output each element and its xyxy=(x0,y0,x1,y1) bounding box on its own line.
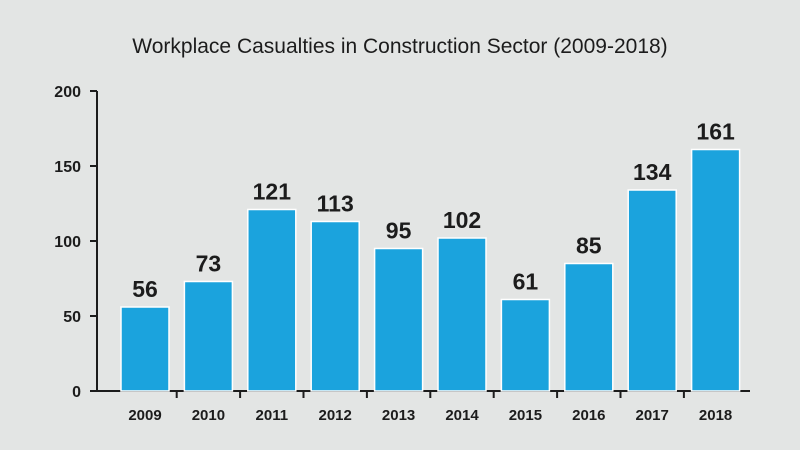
bar xyxy=(373,247,424,392)
x-tick-label: 2013 xyxy=(382,407,415,424)
x-tick-label: 2017 xyxy=(636,407,669,424)
data-label: 73 xyxy=(196,251,222,277)
data-label: 121 xyxy=(253,179,292,205)
y-tick-label: 50 xyxy=(63,309,81,326)
bar xyxy=(627,189,677,392)
chart-title: Workplace Casualties in Construction Sec… xyxy=(132,35,667,58)
bar xyxy=(690,148,741,392)
x-tick-label: 2009 xyxy=(128,407,161,424)
bar xyxy=(247,208,297,392)
data-label: 102 xyxy=(443,207,481,233)
x-tick-label: 2015 xyxy=(509,407,542,424)
bar xyxy=(564,262,614,392)
data-labels: 56 73 121 113 95 102 61 85 134 161 xyxy=(132,119,735,303)
y-tick-label: 150 xyxy=(54,159,81,176)
data-label: 134 xyxy=(633,159,672,185)
data-label: 56 xyxy=(132,276,158,302)
data-label: 161 xyxy=(696,119,735,145)
x-tick-label: 2012 xyxy=(319,407,352,424)
x-tick-label: 2014 xyxy=(445,407,479,424)
data-label: 113 xyxy=(317,191,354,217)
data-label: 95 xyxy=(386,218,412,244)
x-tick-label: 2010 xyxy=(192,407,225,424)
x-tick-label: 2011 xyxy=(256,407,289,424)
data-label: 61 xyxy=(513,269,539,295)
y-tick-label: 0 xyxy=(72,384,81,401)
x-tick-label: 2016 xyxy=(572,407,605,424)
bar xyxy=(437,237,487,392)
x-axis: 2009 2010 2011 2012 2013 2014 2015 2016 2017 2018 xyxy=(97,390,750,424)
x-tick-label: 2018 xyxy=(699,407,732,424)
y-tick-label: 100 xyxy=(54,234,81,251)
y-tick-label: 200 xyxy=(54,84,81,101)
bar xyxy=(120,306,170,392)
bar xyxy=(500,298,551,392)
bar xyxy=(310,220,360,392)
y-axis: 0 50 100 150 200 xyxy=(54,84,98,401)
bar xyxy=(183,280,234,392)
data-label: 85 xyxy=(576,233,602,259)
bars xyxy=(120,148,741,392)
